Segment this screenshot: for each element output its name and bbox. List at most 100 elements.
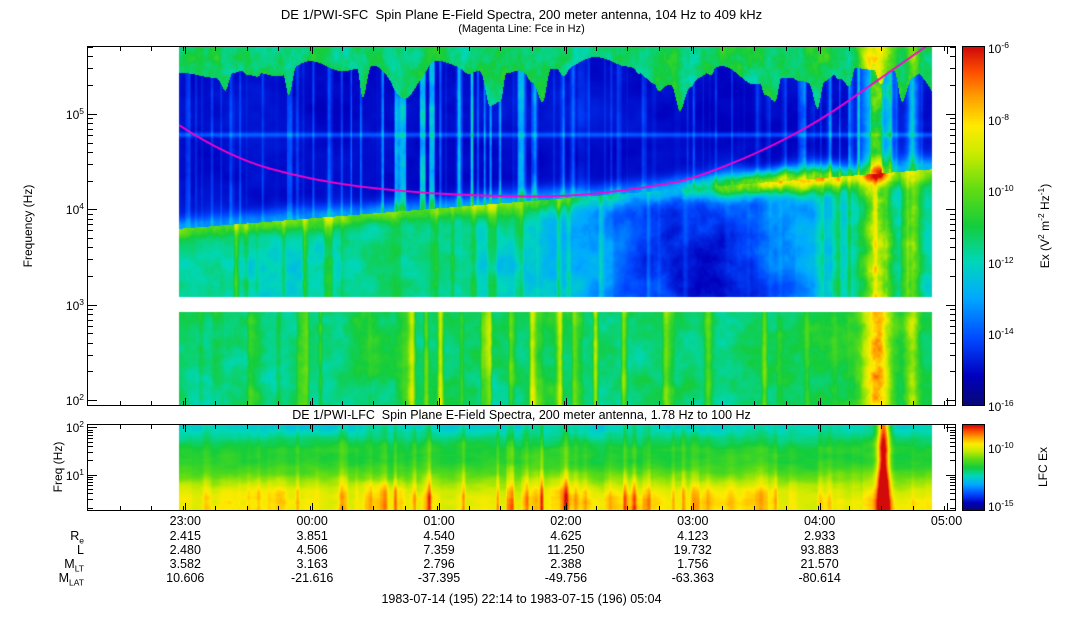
axis-tick	[88, 476, 93, 478]
axis-tick	[950, 56, 955, 58]
axis-tick	[950, 460, 955, 462]
axis-tick	[246, 47, 248, 51]
ephemeris-row-label: MLAT	[58, 571, 84, 588]
ephemeris-value: 4.506	[296, 543, 328, 557]
axis-tick	[88, 224, 93, 226]
axis-tick	[690, 47, 692, 51]
axis-tick	[373, 47, 375, 51]
axis-tick	[88, 479, 93, 481]
axis-tick	[785, 401, 787, 405]
axis-tick	[312, 398, 314, 405]
axis-tick	[950, 371, 955, 373]
axis-tick	[817, 425, 819, 429]
axis-tick	[88, 371, 93, 373]
axis-tick	[950, 431, 955, 433]
axis-tick	[341, 506, 343, 510]
axis-tick	[563, 425, 565, 429]
axis-tick	[88, 218, 93, 220]
ephemeris-value: 21.570	[800, 557, 839, 571]
axis-tick	[151, 425, 153, 429]
axis-tick	[692, 503, 694, 510]
axis-tick	[246, 401, 248, 405]
axis-tick	[341, 425, 343, 429]
axis-tick	[950, 493, 955, 495]
axis-tick	[88, 56, 93, 58]
axis-tick	[627, 425, 629, 429]
axis-tick	[627, 401, 629, 405]
axis-tick	[185, 503, 187, 510]
axis-tick	[214, 47, 216, 51]
axis-tick	[88, 342, 93, 344]
axis-tick	[950, 247, 955, 249]
axis-tick	[88, 427, 97, 429]
axis-tick	[944, 401, 946, 405]
sfc-colorbar-tick-label: 10-14	[988, 326, 1014, 343]
axis-tick	[439, 47, 441, 54]
axis-tick	[950, 452, 955, 454]
axis-tick	[563, 506, 565, 510]
axis-tick	[88, 128, 93, 130]
ephemeris-value: 2.415	[169, 529, 201, 543]
axis-tick	[436, 506, 438, 510]
axis-tick	[880, 425, 882, 429]
sfc-subtitle: (Magenta Line: Fce in Hz)	[458, 23, 585, 35]
ephemeris-value: 7.359	[423, 543, 455, 557]
axis-tick	[532, 401, 534, 405]
axis-tick	[950, 481, 955, 483]
axis-tick	[950, 85, 955, 87]
axis-tick	[595, 425, 597, 429]
lfc-colorbar-tick-label: 10-15	[988, 497, 1014, 514]
axis-tick	[373, 506, 375, 510]
ephemeris-value: -49.756	[544, 571, 588, 585]
axis-tick	[278, 401, 280, 405]
axis-tick	[950, 213, 955, 215]
axis-tick	[950, 485, 955, 487]
axis-tick	[119, 401, 121, 405]
axis-tick	[532, 506, 534, 510]
axis-tick	[849, 401, 851, 405]
time-tick-label: 05:00	[930, 514, 963, 528]
axis-tick	[565, 503, 567, 510]
axis-tick	[214, 425, 216, 429]
axis-tick	[88, 452, 93, 454]
axis-tick	[880, 401, 882, 405]
ephemeris-value: 4.123	[677, 529, 709, 543]
axis-tick	[595, 401, 597, 405]
axis-tick	[849, 506, 851, 510]
axis-tick	[627, 47, 629, 51]
axis-tick	[690, 506, 692, 510]
axis-tick	[183, 47, 185, 51]
axis-tick	[88, 47, 93, 49]
axis-tick	[944, 506, 946, 510]
axis-tick	[312, 47, 314, 54]
axis-tick	[468, 506, 470, 510]
axis-tick	[439, 503, 441, 510]
axis-tick	[532, 425, 534, 429]
axis-tick	[310, 47, 312, 51]
axis-tick	[88, 404, 93, 406]
axis-tick	[565, 398, 567, 405]
axis-tick	[785, 47, 787, 51]
lfc-spectrogram-canvas	[88, 425, 955, 510]
axis-tick	[950, 276, 955, 278]
axis-tick	[950, 342, 955, 344]
axis-tick	[950, 259, 955, 261]
axis-tick	[950, 151, 955, 153]
axis-tick	[119, 506, 121, 510]
ephemeris-value: 1.756	[677, 557, 709, 571]
ephemeris-value: -21.616	[290, 571, 334, 585]
sfc-y-tick-label: 102	[65, 392, 84, 409]
axis-tick	[88, 85, 93, 87]
axis-tick	[468, 47, 470, 51]
axis-tick	[468, 425, 470, 429]
axis-tick	[817, 506, 819, 510]
axis-tick	[185, 398, 187, 405]
axis-tick	[563, 401, 565, 405]
ephemeris-value: 3.582	[169, 557, 201, 571]
axis-tick	[88, 304, 97, 306]
axis-tick	[946, 113, 955, 115]
ephemeris-row-label: L	[77, 543, 84, 557]
axis-tick	[310, 425, 312, 429]
ephemeris-value: 3.851	[296, 529, 328, 543]
